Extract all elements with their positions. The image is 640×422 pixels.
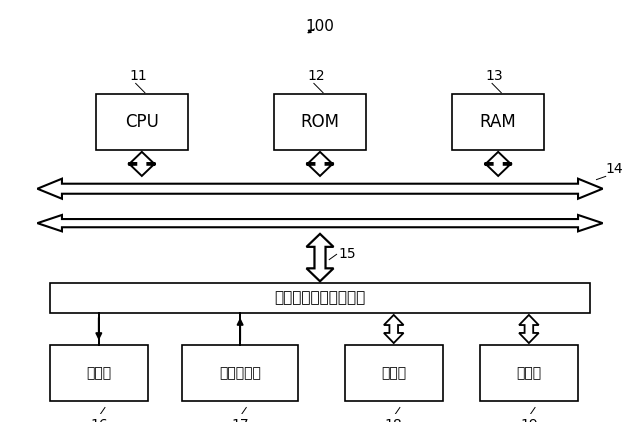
Text: 17: 17: [231, 418, 249, 422]
Text: 入出力インタフェース: 入出力インタフェース: [275, 291, 365, 306]
Text: 18: 18: [385, 418, 403, 422]
Text: 100: 100: [305, 19, 335, 34]
Text: 14: 14: [605, 162, 623, 176]
Polygon shape: [37, 179, 603, 199]
Polygon shape: [307, 152, 333, 176]
Polygon shape: [128, 152, 156, 176]
FancyBboxPatch shape: [50, 283, 590, 313]
FancyBboxPatch shape: [50, 345, 148, 401]
Text: ROM: ROM: [301, 113, 339, 131]
Polygon shape: [384, 315, 404, 343]
Text: 操作受付部: 操作受付部: [219, 366, 261, 380]
Text: 13: 13: [486, 69, 504, 84]
Text: 16: 16: [90, 418, 108, 422]
Polygon shape: [37, 215, 603, 231]
Polygon shape: [519, 315, 539, 343]
FancyBboxPatch shape: [480, 345, 578, 401]
Text: 記憶部: 記憶部: [381, 366, 406, 380]
Text: RAM: RAM: [480, 113, 516, 131]
FancyBboxPatch shape: [344, 345, 443, 401]
Text: 通信部: 通信部: [516, 366, 541, 380]
Text: 表示部: 表示部: [86, 366, 111, 380]
FancyBboxPatch shape: [96, 94, 188, 150]
Polygon shape: [307, 234, 333, 281]
Text: 11: 11: [129, 69, 147, 84]
Polygon shape: [484, 152, 512, 176]
FancyBboxPatch shape: [452, 94, 544, 150]
FancyBboxPatch shape: [274, 94, 366, 150]
Text: 15: 15: [339, 246, 356, 260]
Text: 19: 19: [520, 418, 538, 422]
Text: CPU: CPU: [125, 113, 159, 131]
FancyBboxPatch shape: [182, 345, 298, 401]
Text: 12: 12: [308, 69, 325, 84]
